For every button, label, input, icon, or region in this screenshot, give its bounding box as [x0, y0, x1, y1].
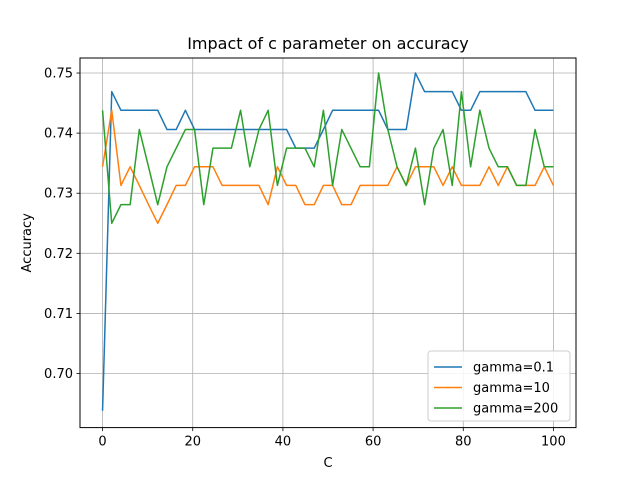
legend-label: gamma=0.1	[473, 361, 554, 376]
y-tick-label: 0.74	[44, 127, 73, 142]
plot-frame	[79, 57, 577, 429]
legend-label: gamma=10	[473, 381, 550, 396]
x-tick-label: 40	[275, 435, 292, 450]
x-tick-label: 0	[98, 435, 106, 450]
y-tick-label: 0.71	[44, 307, 73, 322]
y-tick-label: 0.75	[44, 67, 73, 82]
y-axis-ticks: 0.70 0.71 0.72 0.73 0.74 0.75	[44, 67, 80, 382]
chart-title: Impact of c parameter on accuracy	[187, 34, 469, 53]
x-axis-ticks: 0 20 40 60 80 100	[98, 427, 566, 450]
x-tick-label: 100	[541, 435, 566, 450]
series-line-gamma-200	[101, 72, 554, 225]
legend: gamma=0.1 gamma=10 gamma=200	[427, 350, 571, 422]
legend-box	[427, 350, 571, 422]
y-tick-label: 0.72	[44, 247, 73, 262]
legend-label: gamma=200	[473, 402, 558, 417]
x-tick-label: 20	[184, 435, 201, 450]
y-axis-label: Accuracy	[20, 213, 35, 273]
x-tick-label: 80	[455, 435, 472, 450]
series-line-gamma-0-1	[101, 72, 554, 411]
y-tick-label: 0.73	[44, 187, 73, 202]
x-axis-label: C	[323, 456, 332, 471]
grid-lines	[80, 58, 576, 428]
y-tick-label: 0.70	[44, 367, 73, 382]
series-lines	[101, 72, 555, 411]
x-tick-label: 60	[365, 435, 382, 450]
series-line-gamma-10	[101, 109, 555, 225]
